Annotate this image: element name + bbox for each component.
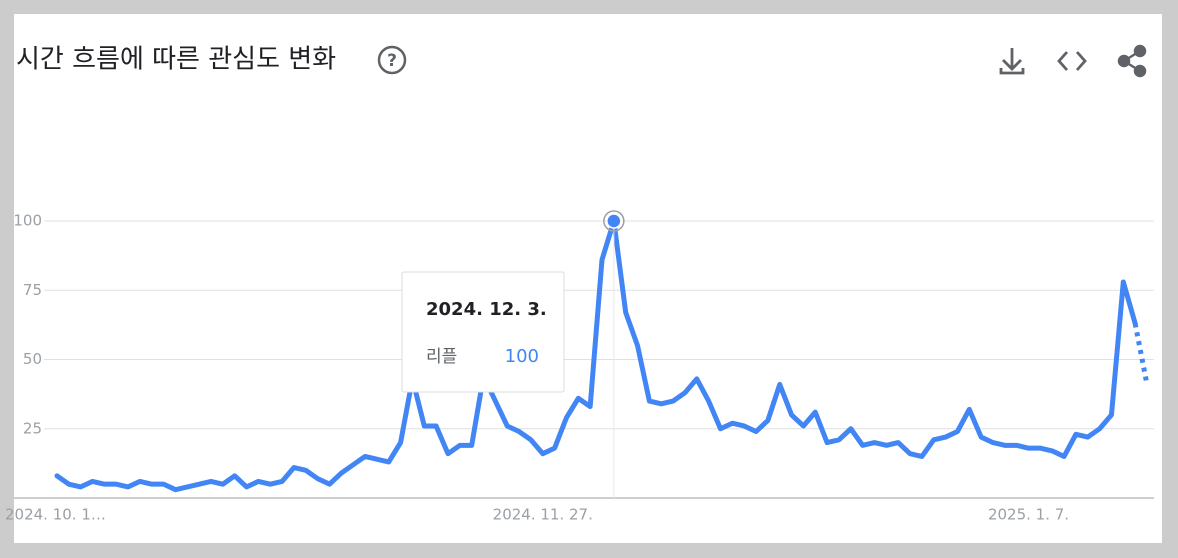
- x-tick-label: 2024. 11. 27.: [493, 506, 593, 524]
- card: [14, 14, 1162, 543]
- svg-text:?: ?: [387, 51, 397, 71]
- y-tick-label: 25: [23, 419, 42, 437]
- y-tick-label: 100: [13, 212, 42, 230]
- embed-icon[interactable]: [1057, 51, 1087, 71]
- tooltip-value: 100: [505, 346, 539, 367]
- help-icon[interactable]: ?: [377, 45, 407, 75]
- x-tick-label: 2025. 1. 7.: [988, 506, 1069, 524]
- tooltip-date: 2024. 12. 3.: [426, 299, 547, 320]
- hover-point: [606, 213, 622, 229]
- download-icon[interactable]: [999, 48, 1025, 75]
- partial-line: [1132, 323, 1150, 385]
- x-tick-label: 2024. 10. 1…: [5, 506, 106, 524]
- tooltip-box: [401, 271, 565, 393]
- y-tick-label: 50: [23, 350, 42, 368]
- tooltip: 2024. 12. 3. 리플 100: [401, 271, 565, 393]
- share-icon[interactable]: [1117, 44, 1147, 78]
- chart-title: 시간 흐름에 따른 관심도 변화: [16, 45, 336, 75]
- y-tick-label: 75: [23, 281, 42, 299]
- plot: 25 50 75 100 2024. 10. 1… 2024. 11. 27. 2025. …: [5, 210, 1154, 524]
- hover-ring: [603, 210, 625, 232]
- tooltip-series: 리플: [426, 347, 457, 367]
- series-line: [54, 218, 1138, 493]
